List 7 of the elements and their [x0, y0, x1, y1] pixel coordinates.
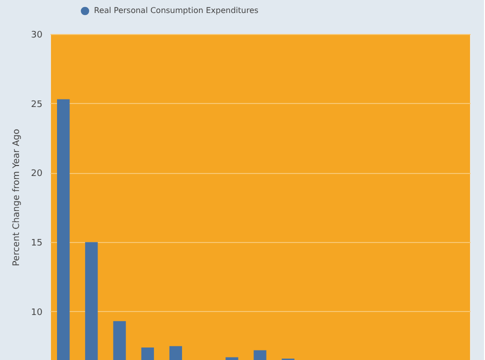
y-tick-label: 30	[31, 30, 43, 40]
y-tick-label: 10	[31, 308, 43, 318]
y-tick-label: 20	[31, 169, 43, 180]
y-axis-title: Percent Change from Year Ago	[12, 128, 22, 266]
legend-label: Real Personal Consumption Expenditures	[94, 6, 258, 15]
y-tick-label: 15	[31, 238, 42, 249]
y-tick-label: 25	[31, 100, 42, 110]
